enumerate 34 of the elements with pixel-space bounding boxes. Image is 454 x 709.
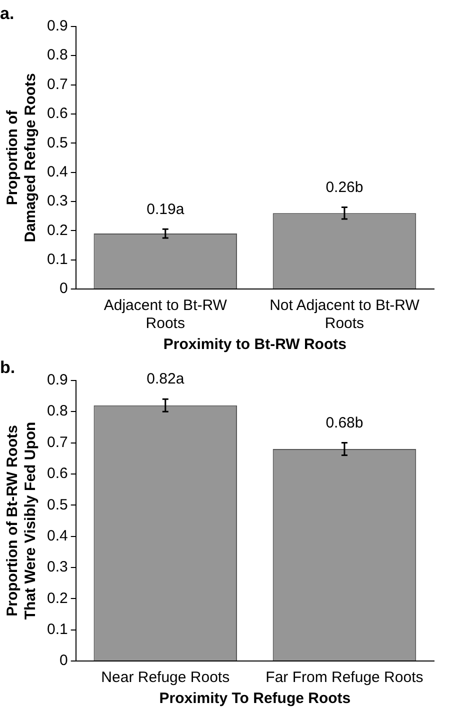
y-tick-label: 0.5 bbox=[46, 496, 68, 514]
chart-title: a. bbox=[0, 4, 14, 23]
x-tick-label: Adjacent to Bt-RW Roots bbox=[104, 297, 228, 332]
y-tick-label: 0 bbox=[60, 280, 68, 298]
x-tick-label: Far From Refuge Roots bbox=[266, 669, 424, 686]
y-axis-title: Proportion of Damaged Refuge Roots bbox=[4, 73, 40, 242]
data-label: 0.82a bbox=[146, 370, 185, 388]
y-tick-label: 0.8 bbox=[46, 402, 68, 420]
y-tick-label: 0.7 bbox=[46, 434, 68, 451]
y-tick-label: 0.6 bbox=[46, 465, 68, 482]
data-label: 0.26b bbox=[326, 178, 364, 196]
data-label: 0.68b bbox=[326, 414, 364, 432]
x-tick-label: Not Adjacent to Bt-RW Roots bbox=[270, 297, 420, 332]
y-tick-label: 0.7 bbox=[46, 76, 68, 93]
y-tick-label: 0 bbox=[60, 652, 68, 670]
y-tick-label: 0.2 bbox=[46, 222, 68, 239]
y-tick-label: 0.1 bbox=[46, 620, 68, 638]
y-axis-title: Proportion of Bt-RW Roots That Were Visibly Fed Upon bbox=[4, 422, 40, 620]
chart-title: b. bbox=[0, 358, 16, 377]
y-tick-label: 0.2 bbox=[46, 590, 68, 607]
x-tick-label: Near Refuge Roots bbox=[101, 669, 230, 686]
y-tick-label: 0.3 bbox=[46, 558, 68, 576]
x-axis-title: Proximity To Refuge Roots bbox=[159, 690, 351, 708]
y-tick-label: 0.6 bbox=[46, 105, 68, 122]
y-tick-label: 0.4 bbox=[46, 163, 68, 180]
y-tick-label: 0.1 bbox=[46, 250, 68, 268]
y-tick-label: 0.5 bbox=[46, 134, 68, 152]
y-tick-label: 0.3 bbox=[46, 192, 68, 210]
data-label: 0.19a bbox=[146, 200, 185, 218]
x-axis-title: Proximity to Bt-RW Roots bbox=[163, 336, 346, 354]
y-tick-label: 0.4 bbox=[46, 527, 68, 544]
y-tick-label: 0.8 bbox=[46, 46, 68, 64]
y-tick-label: 0.9 bbox=[46, 372, 68, 389]
y-tick-label: 0.9 bbox=[46, 18, 68, 35]
